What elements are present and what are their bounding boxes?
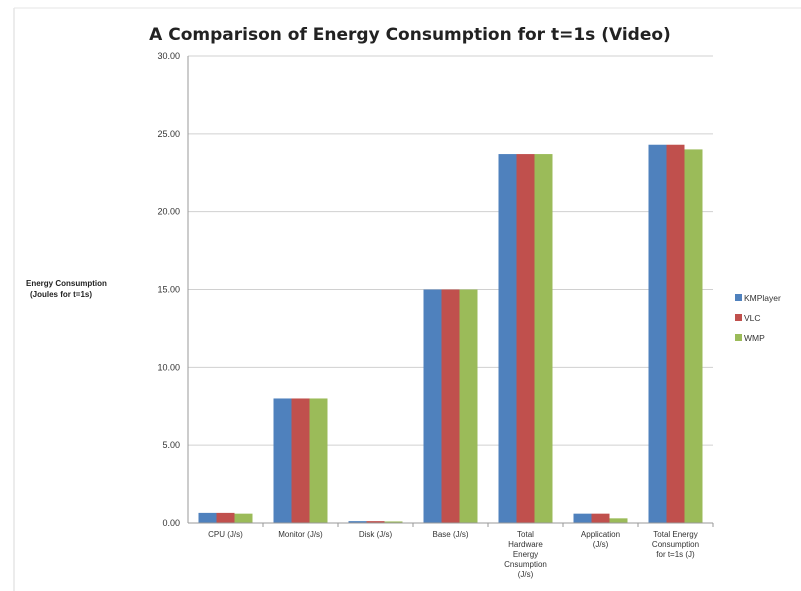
bar-wmp <box>534 154 553 523</box>
category-label-line: Energy <box>513 550 538 559</box>
y-axis-label-line-2: (Joules for t=1s) <box>30 290 92 299</box>
bar-kmplayer <box>573 513 592 523</box>
category-label-line: Base (J/s) <box>432 530 468 539</box>
bar-kmplayer <box>273 398 292 523</box>
category-label: Disk (J/s) <box>359 530 393 539</box>
bar-wmp <box>234 513 253 523</box>
y-tick-label: 10.00 <box>157 362 180 372</box>
category-label: CPU (J/s) <box>208 530 243 539</box>
category-label: Total Hardware Energy Cnsumption (J/s) <box>504 530 547 579</box>
legend-swatch-wmp <box>735 334 742 341</box>
bar-vlc <box>591 513 610 523</box>
category-label-line: Monitor (J/s) <box>278 530 323 539</box>
bars <box>198 144 703 524</box>
category-labels: CPU (J/s) Monitor (J/s) Disk (J/s) Base (J/… <box>208 530 699 579</box>
legend-label-kmplayer: KMPlayer <box>744 293 781 303</box>
category-label-line: Total Energy <box>653 530 697 539</box>
bar-wmp <box>684 149 703 523</box>
bar-kmplayer <box>648 144 667 524</box>
legend: KMPlayer VLC WMP <box>735 293 781 343</box>
category-label-line: Consumption <box>652 540 699 549</box>
bar-vlc <box>666 144 685 524</box>
y-axis-label-line-1: Energy Consumption <box>26 279 107 288</box>
bar-kmplayer <box>423 289 442 523</box>
category-label-line: Application <box>581 530 620 539</box>
y-tick-label: 0.00 <box>162 518 180 528</box>
category-label-line: Total <box>517 530 534 539</box>
legend-label-wmp: WMP <box>744 333 765 343</box>
category-label-line: for t=1s (J) <box>656 550 695 559</box>
bar-vlc <box>366 521 385 523</box>
category-label-line: CPU (J/s) <box>208 530 243 539</box>
category-label: Base (J/s) <box>432 530 468 539</box>
bar-kmplayer <box>348 521 367 523</box>
legend-label-vlc: VLC <box>744 313 761 323</box>
bar-kmplayer <box>198 512 217 523</box>
y-tick-label: 25.00 <box>157 129 180 139</box>
bar-vlc <box>291 398 310 523</box>
bar-vlc <box>516 154 535 523</box>
y-tick-label: 30.00 <box>157 51 180 61</box>
y-tick-labels: 0.00 5.00 10.00 15.00 20.00 25.00 30.00 <box>157 51 180 528</box>
bar-wmp <box>309 398 328 523</box>
y-tick-label: 5.00 <box>162 440 180 450</box>
category-label-line: Cnsumption <box>504 560 547 569</box>
bar-vlc <box>216 512 235 523</box>
legend-swatch-kmplayer <box>735 294 742 301</box>
category-label: Monitor (J/s) <box>278 530 323 539</box>
category-label-line: (J/s) <box>518 570 534 579</box>
bar-wmp <box>609 518 628 523</box>
y-tick-label: 15.00 <box>157 285 180 295</box>
x-axis <box>187 56 714 527</box>
category-label-line: Disk (J/s) <box>359 530 393 539</box>
y-tick-label: 20.00 <box>157 207 180 217</box>
category-label: Application (J/s) <box>581 530 620 549</box>
category-label-line: Hardware <box>508 540 543 549</box>
bar-kmplayer <box>498 154 517 523</box>
category-label: Total Energy Consumption for t=1s (J) <box>652 530 699 559</box>
legend-swatch-vlc <box>735 314 742 321</box>
bar-wmp <box>384 521 403 523</box>
category-label-line: (J/s) <box>593 540 609 549</box>
chart-title: A Comparison of Energy Consumption for t… <box>149 25 671 45</box>
bar-wmp <box>459 289 478 523</box>
bar-vlc <box>441 289 460 523</box>
